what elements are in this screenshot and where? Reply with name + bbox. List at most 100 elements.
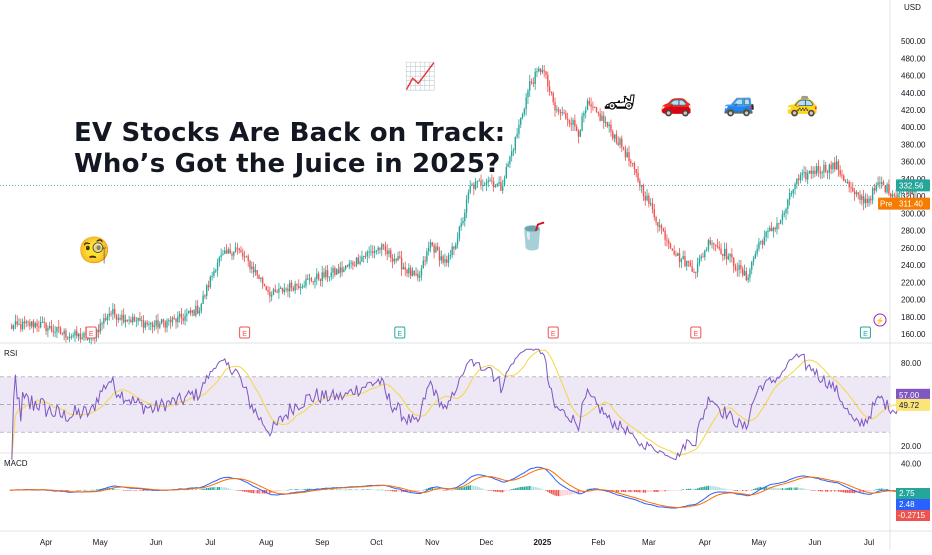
candle-body — [76, 330, 78, 337]
macd-histogram-bar — [391, 490, 394, 492]
price-tick-label: 280.00 — [901, 227, 926, 236]
candle-body — [723, 248, 726, 257]
candle-body — [415, 273, 417, 275]
macd-histogram-bar — [642, 490, 645, 493]
candle-body — [653, 209, 655, 218]
candle-body — [58, 326, 60, 329]
candle-body — [862, 196, 865, 204]
candle-body — [29, 322, 31, 327]
macd-histogram-bar — [99, 488, 101, 490]
candle-body — [810, 170, 812, 174]
macd-histogram-bar — [307, 488, 309, 490]
candle-body — [404, 267, 406, 270]
macd-histogram-bar — [85, 489, 87, 491]
candle-body — [211, 275, 213, 277]
candle-body — [133, 316, 136, 321]
macd-histogram-bar — [572, 490, 574, 495]
candle-body — [787, 199, 789, 209]
time-tick-label: Jul — [205, 538, 215, 547]
macd-histogram-bar — [680, 489, 683, 491]
candle-body — [21, 321, 24, 330]
candle-body — [790, 193, 793, 195]
candle-body — [121, 314, 123, 320]
candle-body — [568, 120, 571, 124]
candle-body — [604, 121, 607, 123]
candle-body — [709, 240, 711, 245]
macd-histogram-bar — [332, 489, 334, 490]
macd-histogram-bar — [732, 490, 735, 491]
candle-body — [617, 142, 619, 145]
candle-body — [242, 252, 244, 257]
candle-body — [610, 124, 612, 132]
headline-title: EV Stocks Are Back on Track: Who’s Got t… — [74, 118, 505, 180]
candle-body — [435, 246, 437, 253]
macd-histogram-bar — [707, 485, 710, 490]
macd-histogram-bar — [202, 488, 204, 490]
macd-histogram-bar — [115, 488, 118, 490]
candle-body — [736, 269, 738, 271]
macd-histogram-bar — [184, 489, 186, 491]
price-tick-label: 220.00 — [901, 278, 926, 287]
candle-body — [411, 270, 414, 276]
macd-histogram-bar — [112, 488, 114, 490]
candle-body — [433, 245, 435, 253]
rsi-tick-label: 20.00 — [901, 442, 922, 451]
candles-group — [11, 65, 917, 345]
candle-body — [54, 331, 56, 333]
candle-body — [696, 263, 699, 273]
macd-histogram-bar — [803, 488, 805, 490]
monocle-face-icon: 🧐 — [78, 236, 111, 266]
macd-histogram-bar — [662, 490, 665, 492]
candle-body — [135, 320, 138, 322]
macd-histogram-bar — [220, 487, 222, 490]
macd-histogram-bar — [301, 489, 304, 490]
macd-histogram-bar — [426, 488, 428, 490]
candle-body — [72, 335, 74, 337]
candle-body — [285, 288, 287, 290]
candle-body — [658, 225, 661, 227]
macd-histogram-bar — [673, 490, 675, 491]
macd-histogram-bar — [260, 490, 262, 494]
macd-histogram-bar — [465, 486, 468, 490]
macd-histogram-bar — [646, 490, 648, 493]
macd-histogram-bar — [238, 490, 240, 491]
candle-body — [763, 236, 766, 245]
candle-body — [597, 112, 600, 114]
candle-body — [483, 184, 486, 186]
macd-histogram-bar — [518, 487, 520, 490]
candle-body — [541, 70, 544, 73]
candle-body — [310, 278, 313, 282]
candle-body — [390, 250, 392, 258]
candle-body — [364, 255, 367, 257]
candle-body — [861, 196, 863, 200]
candle-body — [36, 323, 38, 327]
macd-histogram-bar — [240, 490, 242, 491]
histogram-value-tag: -0.2715 — [898, 511, 926, 520]
candle-body — [574, 120, 576, 127]
candle-body — [516, 133, 518, 137]
candle-body — [711, 243, 713, 245]
candle-body — [886, 184, 888, 193]
candle-body — [296, 283, 298, 286]
macd-histogram-bar — [691, 488, 693, 490]
candle-body — [584, 109, 587, 113]
macd-histogram-bar — [843, 490, 845, 493]
candle-body — [187, 310, 190, 314]
candle-body — [559, 111, 562, 114]
candle-body — [409, 267, 412, 276]
macd-histogram-bar — [561, 490, 563, 496]
candle-body — [294, 283, 296, 291]
candle-body — [289, 282, 291, 292]
candle-body — [899, 191, 901, 194]
macd-histogram-bar — [144, 490, 147, 491]
candle-body — [494, 185, 497, 188]
macd-histogram-bar — [97, 489, 100, 490]
macd-histogram-bar — [749, 490, 751, 491]
macd-histogram-bar — [640, 490, 643, 493]
macd-histogram-bar — [453, 489, 455, 491]
candle-body — [897, 193, 899, 198]
candle-body — [252, 266, 255, 273]
earnings-marker — [85, 326, 97, 339]
candle-body — [178, 313, 181, 317]
candle-body — [462, 220, 464, 224]
